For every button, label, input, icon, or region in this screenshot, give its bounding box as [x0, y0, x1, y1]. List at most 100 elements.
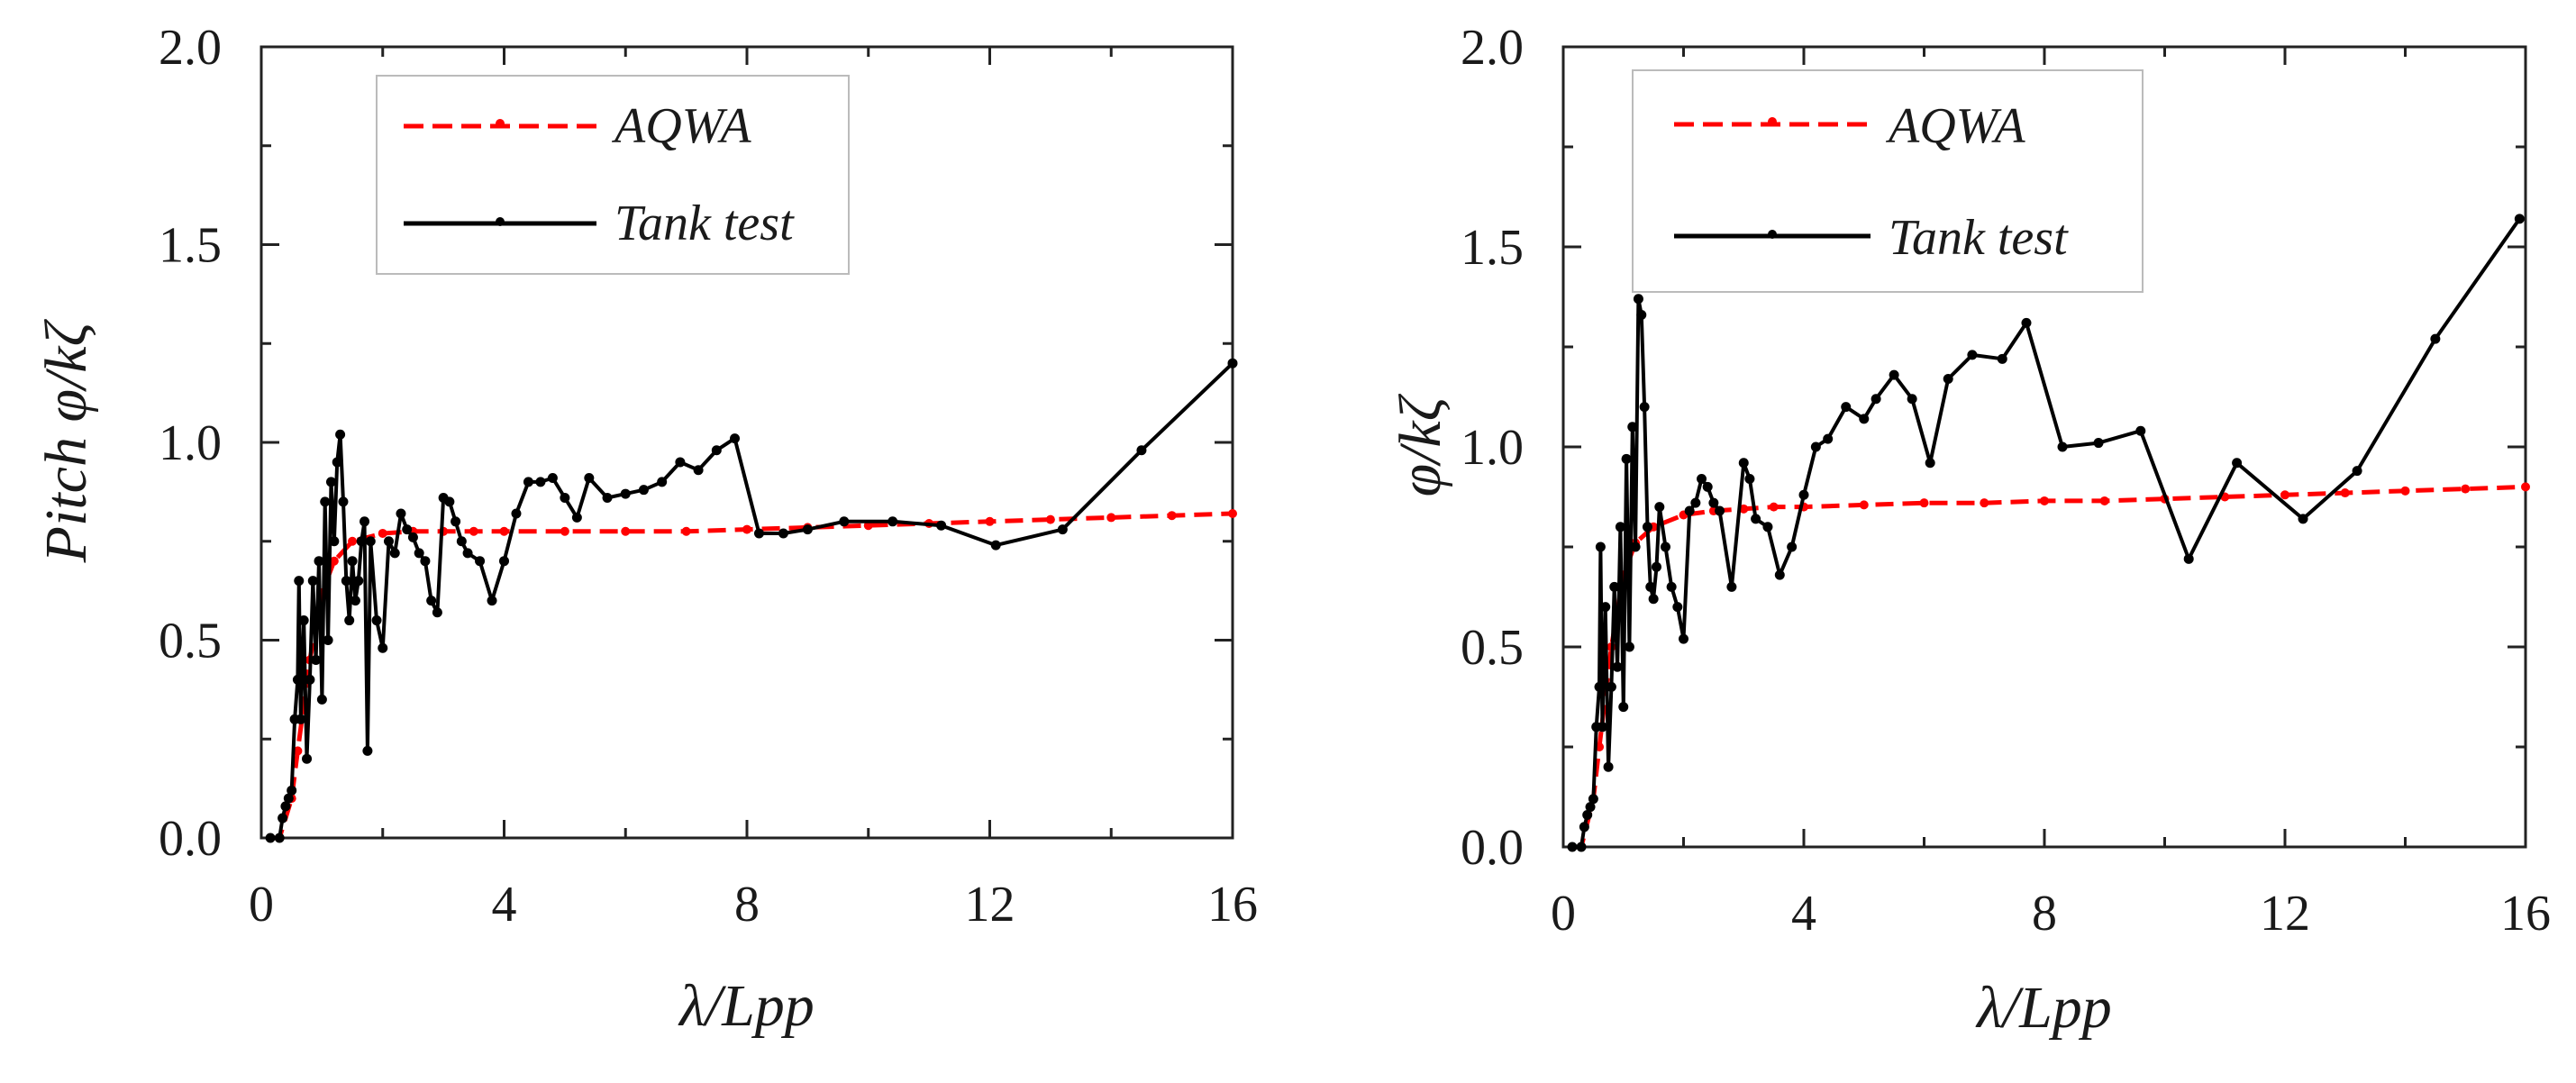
data-point-tank-test	[1744, 474, 1755, 485]
data-point-tank-test	[523, 477, 533, 487]
data-point-tank-test	[407, 532, 418, 542]
data-point-tank-test	[1621, 453, 1632, 464]
data-point-tank-test	[839, 516, 850, 527]
legend: AQWA Tank test	[376, 75, 850, 275]
data-point-tank-test	[2352, 466, 2362, 477]
data-point-aqwa	[1919, 498, 1929, 508]
data-point-aqwa	[1045, 514, 1055, 524]
data-point-tank-test	[1810, 441, 1821, 452]
minor-ticks	[1561, 45, 2527, 849]
y-tick-label: 0.0	[159, 811, 222, 867]
data-point-aqwa	[329, 556, 339, 566]
legend-tank-marker	[1768, 230, 1777, 239]
y-axis-title: φ/kζ	[1388, 393, 1453, 496]
data-point-aqwa	[1859, 500, 1869, 510]
y-tick-label: 1.5	[1461, 220, 1524, 276]
data-point-tank-test	[396, 508, 406, 519]
data-point-aqwa	[2099, 496, 2109, 505]
data-point-tank-test	[560, 492, 570, 503]
y-tick-labels: 0.0 0.5 1.0 1.5 2.0	[159, 20, 222, 867]
data-point-tank-test	[1787, 542, 1798, 552]
data-point-tank-test	[1603, 761, 1614, 772]
data-point-tank-test	[753, 528, 764, 539]
legend-aqwa-label: AQWA	[1885, 98, 2025, 154]
data-point-tank-test	[451, 516, 461, 527]
y-tick-label: 1.0	[159, 415, 222, 471]
data-point-tank-test	[1595, 542, 1606, 552]
data-point-tank-test	[1702, 481, 1713, 492]
data-point-aqwa	[742, 524, 751, 534]
data-point-tank-test	[360, 516, 370, 527]
data-point-aqwa	[378, 528, 387, 538]
data-point-tank-test	[638, 485, 649, 496]
chart-panel-left: 0.0 0.5 1.0 1.5 2.0 0 4 8 12 16 λ/Lpp Pitch φ/kζ…	[33, 20, 1258, 1039]
data-point-tank-test	[1630, 542, 1641, 552]
x-tick-label: 4	[1791, 886, 1816, 942]
data-point-tank-test	[278, 813, 288, 824]
data-point-tank-test	[347, 556, 358, 567]
data-point-tank-test	[314, 556, 324, 567]
data-point-tank-test	[990, 540, 1001, 551]
data-point-tank-test	[2430, 333, 2441, 344]
y-tick-label: 2.0	[159, 20, 222, 76]
data-point-tank-test	[307, 576, 318, 587]
data-point-tank-test	[1943, 374, 1953, 385]
data-point-tank-test	[402, 524, 413, 535]
data-point-tank-test	[344, 615, 355, 626]
data-point-tank-test	[1715, 505, 1725, 516]
data-point-tank-test	[1624, 642, 1634, 652]
data-point-tank-test	[1823, 433, 1834, 444]
series-layer	[265, 358, 1238, 843]
data-point-tank-test	[296, 714, 306, 724]
data-point-tank-test	[1697, 474, 1707, 485]
legend-box	[1632, 69, 2144, 293]
data-point-tank-test	[1726, 581, 1737, 592]
x-tick-labels: 0 4 8 12 16	[249, 877, 1258, 933]
data-point-tank-test	[356, 536, 367, 547]
data-point-tank-test	[302, 753, 313, 764]
data-point-tank-test	[1645, 581, 1656, 592]
data-point-tank-test	[1612, 661, 1623, 672]
x-tick-label: 12	[2260, 886, 2310, 942]
legend: AQWA Tank test	[1632, 69, 2144, 293]
data-point-tank-test	[1642, 522, 1652, 532]
data-point-aqwa	[681, 526, 691, 536]
data-point-tank-test	[1708, 497, 1719, 508]
data-point-tank-test	[1227, 358, 1238, 369]
data-point-tank-test	[1636, 309, 1647, 320]
data-point-tank-test	[2093, 438, 2104, 449]
y-tick-label: 1.0	[1461, 420, 1524, 476]
legend-tank-label: Tank test	[1889, 210, 2069, 266]
data-point-tank-test	[365, 536, 376, 547]
data-point-tank-test	[1585, 802, 1596, 813]
data-point-tank-test	[332, 457, 342, 468]
data-point-tank-test	[462, 548, 473, 559]
x-tick-label: 4	[492, 877, 517, 933]
minor-ticks	[259, 45, 1234, 840]
data-point-tank-test	[283, 793, 294, 804]
data-point-tank-test	[2514, 214, 2525, 224]
data-point-tank-test	[323, 635, 333, 645]
x-axis-title: λ/Lpp	[1975, 975, 2112, 1041]
data-point-tank-test	[1594, 681, 1605, 692]
data-point-tank-test	[1567, 842, 1578, 852]
data-point-tank-test	[1597, 722, 1607, 733]
data-point-aqwa	[1769, 502, 1779, 512]
data-point-tank-test	[1859, 414, 1870, 424]
legend-aqwa-label: AQWA	[611, 98, 751, 154]
data-point-tank-test	[1841, 402, 1852, 413]
data-point-aqwa	[469, 526, 478, 536]
data-point-aqwa	[1739, 504, 1749, 514]
data-point-tank-test	[1651, 561, 1661, 572]
data-point-tank-test	[353, 576, 364, 587]
data-point-tank-test	[584, 473, 595, 484]
data-point-tank-test	[1633, 294, 1643, 305]
data-point-tank-test	[2183, 553, 2194, 564]
legend-box	[376, 75, 850, 275]
data-point-tank-test	[329, 536, 340, 547]
data-point-aqwa	[1167, 511, 1177, 521]
data-point-tank-test	[1600, 602, 1611, 613]
data-point-tank-test	[1615, 522, 1625, 532]
data-point-tank-test	[2135, 425, 2146, 436]
